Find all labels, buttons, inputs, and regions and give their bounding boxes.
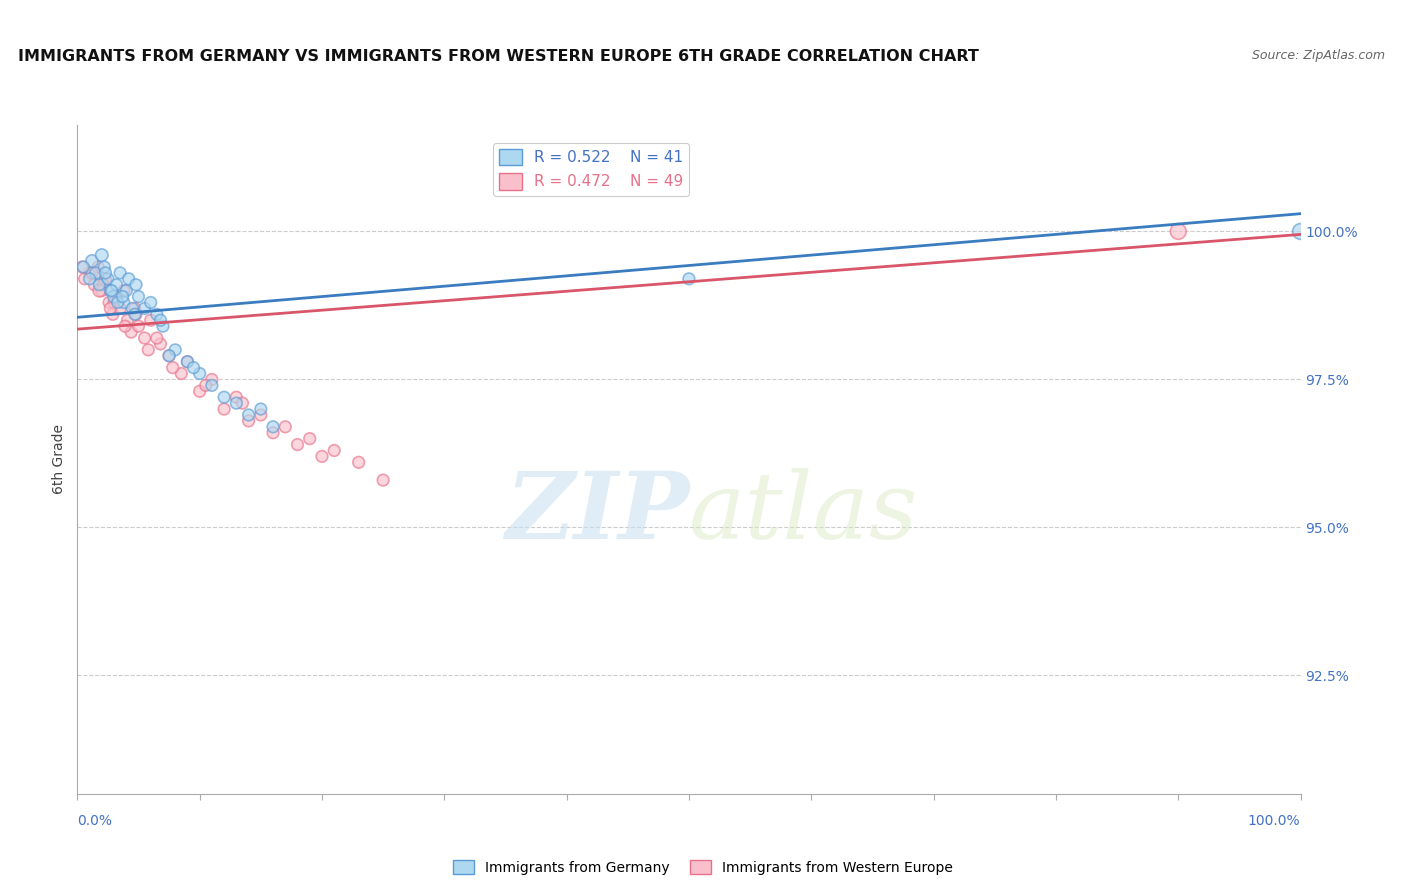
Point [176,354,198,368]
Point [371,473,394,487]
Point [107,295,129,310]
Point [112,295,135,310]
Point [183,360,205,375]
Point [105,277,128,292]
Point [111,289,134,303]
Point [225,396,247,410]
Point [311,450,333,464]
Point [98,301,121,316]
Point [118,272,141,286]
Point [188,384,211,399]
Point [87,260,110,274]
Point [90,248,112,262]
Point [287,437,309,451]
Point [101,307,124,321]
Point [70,260,93,274]
Point [103,295,125,310]
Point [128,319,150,334]
Point [93,260,115,274]
Point [347,455,370,469]
Point [124,307,146,321]
Point [80,266,103,280]
Point [98,295,121,310]
Point [91,277,114,292]
Point [89,284,111,298]
Text: ZIP: ZIP [505,468,689,558]
Text: Source: ZipAtlas.com: Source: ZipAtlas.com [1251,49,1385,62]
Point [1289,224,1312,238]
Point [139,313,162,327]
Point [125,307,148,321]
Point [108,301,131,316]
Point [79,266,101,280]
Point [194,378,217,392]
Point [98,284,121,298]
Point [97,272,120,286]
Point [128,289,150,303]
Point [165,343,187,357]
Legend: Immigrants from Germany, Immigrants from Western Europe: Immigrants from Germany, Immigrants from… [447,855,959,880]
Point [212,402,235,417]
Point [250,408,273,422]
Text: 0.0%: 0.0% [77,814,112,828]
Point [115,284,138,298]
Legend: R = 0.522    N = 41, R = 0.472    N = 49: R = 0.522 N = 41, R = 0.472 N = 49 [492,143,689,195]
Point [84,266,107,280]
Point [73,272,96,286]
Point [94,272,117,286]
Point [90,284,112,298]
Text: atlas: atlas [689,468,918,558]
Point [121,301,143,316]
Text: IMMIGRANTS FROM GERMANY VS IMMIGRANTS FROM WESTERN EUROPE 6TH GRADE CORRELATION : IMMIGRANTS FROM GERMANY VS IMMIGRANTS FR… [18,49,979,64]
Point [323,443,346,458]
Point [238,414,260,428]
Point [1167,224,1189,238]
Point [298,432,321,446]
Point [157,349,180,363]
Point [162,360,184,375]
Point [134,301,156,316]
Point [134,331,156,345]
Point [157,349,180,363]
Point [262,425,284,440]
Point [105,289,128,303]
Point [262,419,284,434]
Point [231,396,253,410]
Point [100,284,122,298]
Text: 100.0%: 100.0% [1249,814,1301,828]
Point [212,390,235,404]
Point [146,307,169,321]
Point [238,408,260,422]
Point [201,378,224,392]
Point [225,390,247,404]
Point [103,289,125,303]
Point [170,367,193,381]
Point [117,313,139,327]
Point [79,272,101,286]
Point [108,266,131,280]
Point [201,372,224,386]
Y-axis label: 6th Grade: 6th Grade [52,425,66,494]
Point [146,331,169,345]
Point [72,260,94,274]
Point [176,354,198,368]
Point [80,254,103,268]
Point [125,277,148,292]
Point [250,402,273,417]
Point [124,301,146,316]
Point [94,266,117,280]
Point [136,343,159,357]
Point [114,319,136,334]
Point [188,367,211,381]
Point [112,284,135,298]
Point [149,313,172,327]
Point [149,337,172,351]
Point [152,319,174,334]
Point [83,277,105,292]
Point [120,325,142,339]
Point [89,277,111,292]
Point [274,419,297,434]
Point [139,295,162,310]
Point [678,272,700,286]
